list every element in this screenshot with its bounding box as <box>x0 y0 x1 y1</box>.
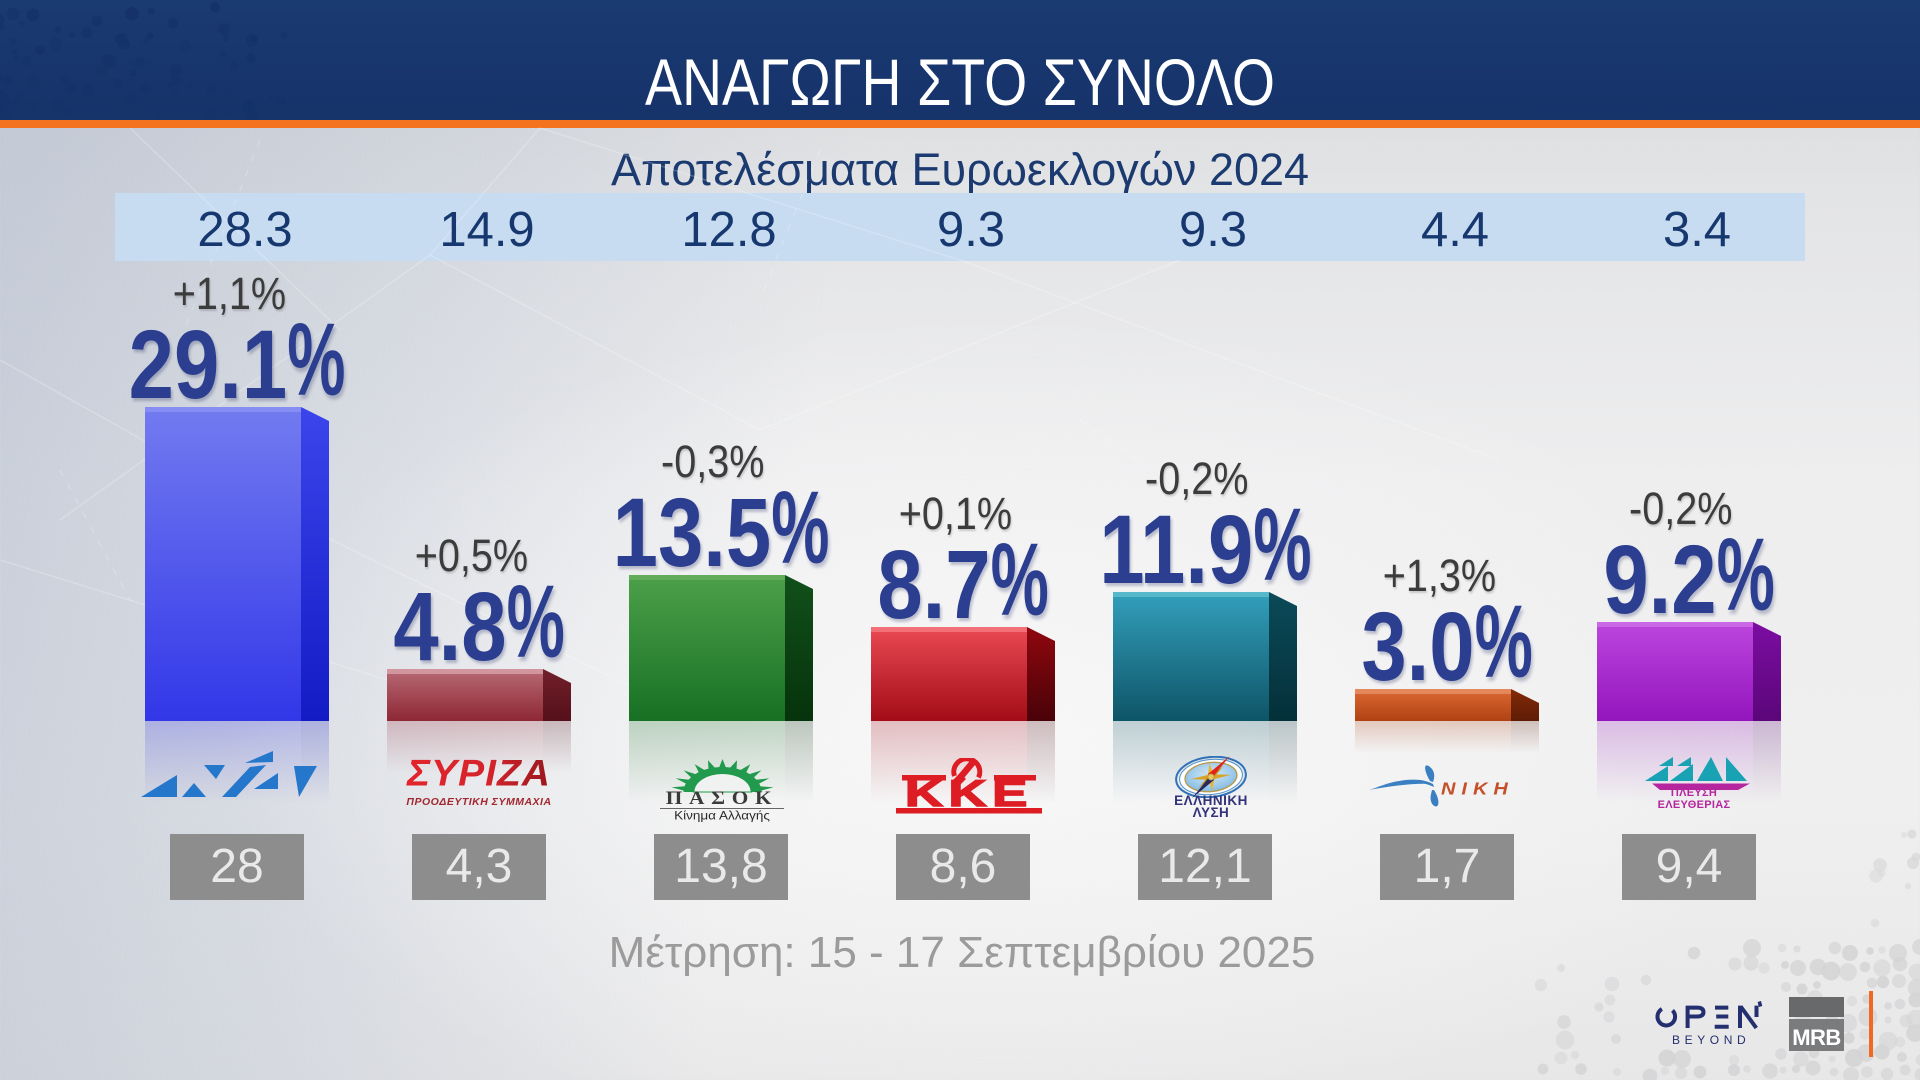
svg-text:KKE: KKE <box>905 773 1033 814</box>
svg-text:NIKH: NIKH <box>1441 779 1514 799</box>
svg-text:MRB: MRB <box>1792 1025 1841 1050</box>
svg-text:BEYOND: BEYOND <box>1672 1033 1750 1047</box>
